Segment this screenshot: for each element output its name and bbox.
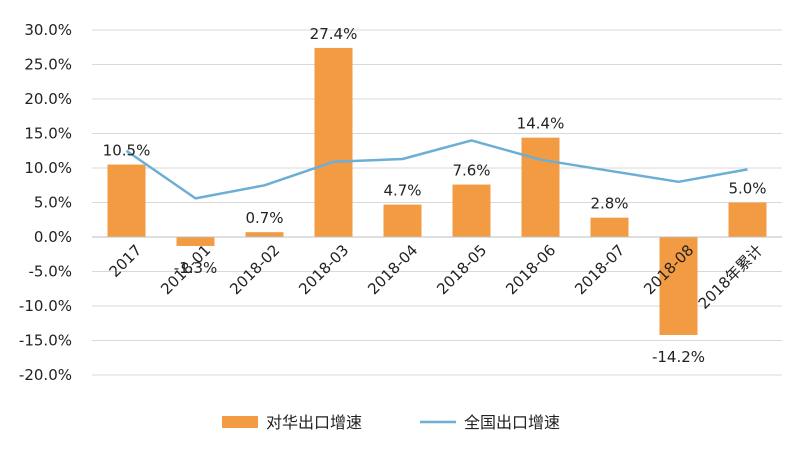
y-tick-label: 30.0%	[24, 21, 72, 39]
y-tick-label: 15.0%	[24, 125, 72, 143]
y-tick-label: -20.0%	[19, 366, 72, 384]
bar	[176, 237, 215, 246]
bar-data-labels: 10.5% -1.3% 0.7% 27.4% 4.7% 7.6% 14.4% 2.8% -14.…	[103, 25, 767, 366]
bar-data-label: 14.4%	[517, 115, 565, 133]
x-category-label: 2018-06	[502, 241, 559, 298]
x-category-label: 2018-07	[571, 241, 628, 298]
x-category-label: 2018-04	[364, 241, 421, 298]
bar-data-label: 27.4%	[310, 25, 358, 43]
bar	[107, 164, 146, 237]
legend: 对华出口增速 全国出口增速	[222, 413, 560, 432]
x-category-label: 2018-05	[433, 241, 490, 298]
line-path	[125, 139, 748, 200]
y-tick-label: 25.0%	[24, 56, 72, 74]
legend-label-bar: 对华出口增速	[266, 413, 362, 432]
y-tick-label: 20.0%	[24, 90, 72, 108]
x-category-label: 2018-02	[226, 241, 283, 298]
y-tick-label: -5.0%	[28, 263, 72, 281]
y-tick-label: 0.0%	[34, 228, 72, 246]
y-tick-label: 10.0%	[24, 159, 72, 177]
legend-label-line: 全国出口增速	[464, 413, 560, 432]
line-series-blue	[125, 139, 748, 200]
bar-data-label: 0.7%	[245, 209, 283, 227]
bar	[452, 184, 491, 237]
bar-data-label: 10.5%	[103, 142, 151, 160]
bar	[383, 204, 422, 237]
bar-data-label: 7.6%	[452, 162, 490, 180]
bar	[590, 217, 629, 237]
bar-series-orange	[107, 47, 767, 335]
x-category-label: 2017	[106, 241, 146, 281]
bar	[728, 202, 767, 237]
bar	[314, 47, 353, 237]
x-category-label: 2018-03	[295, 241, 352, 298]
bar	[245, 232, 284, 237]
y-tick-label: 5.0%	[34, 194, 72, 212]
bar	[659, 237, 698, 335]
bar-data-label: -14.2%	[652, 348, 705, 366]
bar-data-label: 2.8%	[590, 195, 628, 213]
bar-data-label: -1.3%	[174, 259, 218, 277]
legend-swatch-bar	[222, 416, 258, 428]
bar-data-label: 4.7%	[383, 182, 421, 200]
y-tick-label: -15.0%	[19, 332, 72, 350]
bar	[521, 137, 560, 237]
x-category-label: 2018年累计	[695, 241, 767, 313]
y-axis-tick-labels: 30.0% 25.0% 20.0% 15.0% 10.0% 5.0% 0.0% -5.0% -1…	[19, 21, 72, 384]
bar-data-label: 5.0%	[728, 180, 766, 198]
y-tick-label: -10.0%	[19, 297, 72, 315]
